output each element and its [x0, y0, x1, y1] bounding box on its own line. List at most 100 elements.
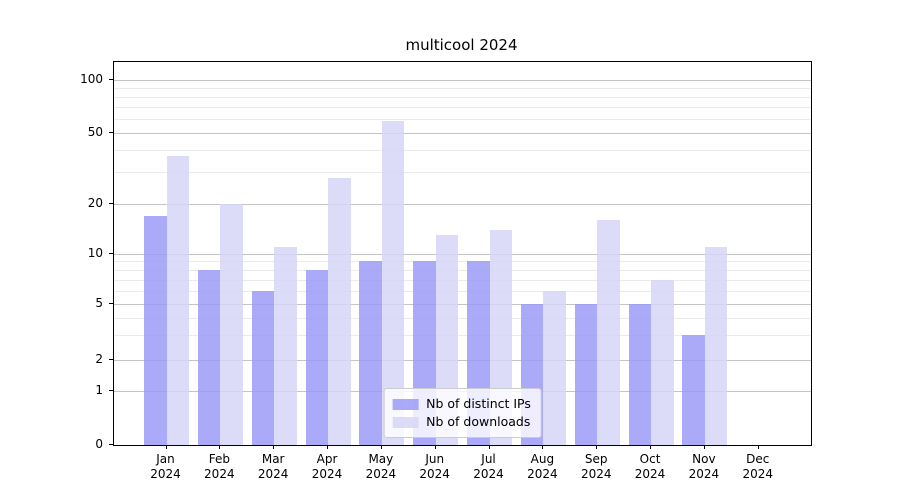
- bar-downloads-nov: [704, 246, 728, 445]
- gridline-major: [114, 360, 811, 361]
- x-tick-year: 2024: [527, 467, 558, 481]
- bar-distinct-ips-may: [359, 261, 382, 445]
- x-tick-mark: [650, 445, 652, 449]
- x-tick-month: Dec: [746, 452, 770, 466]
- bar-distinct-ips-feb: [197, 269, 221, 445]
- y-tick-label: 5: [95, 296, 103, 310]
- gridline-major: [114, 304, 811, 305]
- x-tick-label: Aug 2024: [510, 452, 574, 482]
- y-tick-mark: [109, 79, 113, 80]
- x-tick-label: Oct 2024: [618, 452, 682, 482]
- y-tick-mark: [109, 203, 113, 204]
- x-tick-mark: [434, 445, 436, 449]
- x-tick-mark: [219, 445, 221, 449]
- x-tick-label: Jul 2024: [457, 452, 521, 482]
- x-tick-year: 2024: [257, 467, 289, 481]
- x-tick-month: Jun: [425, 452, 445, 466]
- gridline-minor: [114, 96, 811, 98]
- y-tick-label: 50: [87, 124, 103, 139]
- legend-item-distinct-ips: Nb of distinct IPs: [392, 395, 531, 413]
- y-tick-mark: [109, 131, 113, 133]
- chart-title: multicool 2024: [405, 36, 518, 54]
- x-tick-year: 2024: [634, 467, 666, 481]
- y-tick-label: 1: [95, 383, 103, 397]
- gridline-minor: [114, 335, 811, 337]
- y-tick-mark: [109, 303, 113, 304]
- x-tick-mark: [380, 445, 382, 449]
- y-tick-mark: [109, 444, 113, 445]
- bar-downloads-aug: [543, 290, 566, 445]
- bar-distinct-ips-oct: [628, 304, 652, 445]
- bar-distinct-ips-jan: [144, 215, 167, 445]
- legend-label-downloads: Nb of downloads: [426, 414, 531, 429]
- x-tick-label: Feb 2024: [187, 452, 251, 482]
- x-tick-label: Nov 2024: [672, 452, 736, 482]
- x-tick-year: 2024: [419, 467, 450, 481]
- x-tick-mark: [542, 445, 544, 449]
- gridline-minor: [114, 172, 811, 174]
- x-tick-mark: [327, 445, 329, 449]
- x-tick-month: Apr: [316, 452, 338, 466]
- x-tick-mark: [596, 445, 598, 449]
- x-tick-mark: [757, 445, 759, 449]
- x-tick-month: Aug: [530, 452, 555, 466]
- x-tick-year: 2024: [311, 467, 343, 481]
- x-tick-label: Sep 2024: [564, 452, 628, 482]
- x-tick-year: 2024: [150, 467, 181, 481]
- bar-downloads-sep: [597, 219, 620, 445]
- x-tick-month: Sep: [584, 452, 608, 466]
- x-tick-mark: [703, 445, 705, 449]
- bar-downloads-feb: [220, 204, 243, 445]
- x-tick-label: Apr 2024: [295, 452, 359, 482]
- gridline-major: [114, 253, 811, 255]
- x-tick-month: Feb: [208, 452, 230, 466]
- gridline-minor: [114, 317, 811, 319]
- gridline-minor: [114, 269, 811, 271]
- x-tick-year: 2024: [473, 467, 504, 481]
- gridline-minor: [114, 107, 811, 109]
- x-tick-month: May: [368, 452, 394, 466]
- x-tick-mark: [488, 445, 490, 449]
- y-tick-label: 2: [95, 352, 103, 366]
- gridline-major: [114, 204, 811, 205]
- y-tick-mark: [109, 359, 113, 360]
- gridline-minor: [114, 261, 811, 263]
- plot-area: Nb of distinct IPs Nb of downloads: [113, 61, 812, 446]
- y-tick-label: 100: [80, 72, 103, 86]
- legend-swatch-downloads: [392, 416, 419, 428]
- y-tick-label: 0: [95, 437, 103, 451]
- x-tick-year: 2024: [204, 467, 235, 481]
- x-tick-year: 2024: [365, 467, 397, 481]
- y-tick-label: 20: [87, 196, 103, 210]
- bar-downloads-mar: [274, 246, 297, 445]
- bar-downloads-may: [381, 121, 405, 445]
- legend-label-distinct-ips: Nb of distinct IPs: [426, 396, 531, 411]
- bar-downloads-oct: [651, 279, 674, 445]
- bar-distinct-ips-sep: [574, 304, 598, 445]
- x-tick-month: Jul: [481, 452, 496, 466]
- bar-downloads-jan: [166, 156, 189, 445]
- x-tick-label: May 2024: [349, 452, 413, 482]
- gridline-minor: [114, 118, 811, 120]
- x-tick-year: 2024: [580, 467, 612, 481]
- bar-downloads-apr: [328, 177, 351, 445]
- y-tick-mark: [109, 252, 113, 254]
- x-tick-month: Nov: [692, 452, 716, 466]
- x-tick-mark: [165, 445, 167, 449]
- x-tick-month: Jan: [156, 452, 175, 466]
- bar-distinct-ips-mar: [251, 290, 275, 445]
- x-tick-label: Mar 2024: [241, 452, 305, 482]
- x-tick-label: Dec 2024: [726, 452, 790, 482]
- gridline-minor: [114, 279, 811, 281]
- legend: Nb of distinct IPs Nb of downloads: [383, 388, 542, 438]
- x-tick-month: Mar: [261, 452, 285, 466]
- legend-swatch-distinct-ips: [392, 398, 419, 410]
- gridline-minor: [114, 290, 811, 292]
- gridline-minor: [114, 88, 811, 89]
- x-tick-year: 2024: [742, 467, 773, 481]
- x-tick-label: Jun 2024: [403, 452, 467, 482]
- gridline-major: [114, 132, 811, 134]
- bar-distinct-ips-nov: [682, 335, 705, 445]
- gridline-minor: [114, 150, 811, 152]
- x-tick-year: 2024: [688, 467, 720, 481]
